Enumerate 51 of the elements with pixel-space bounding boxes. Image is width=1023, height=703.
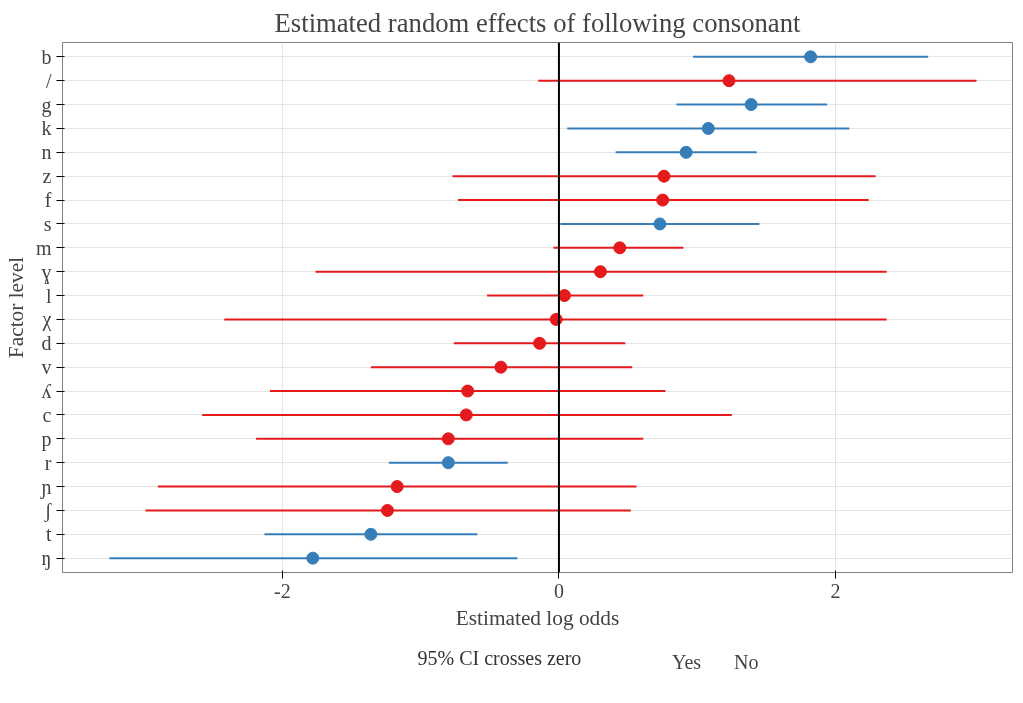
y-tick-label: p [41,427,52,451]
y-tick-label: g [41,93,52,117]
y-tick-label: ʎ [41,380,52,403]
point [390,480,404,494]
point [722,74,736,88]
point [593,265,607,279]
point [744,98,758,112]
x-axis-title: Estimated log odds [455,605,620,630]
point [441,432,455,446]
point [679,145,693,159]
point [804,50,818,64]
y-tick-label: χ [41,308,52,332]
y-tick-label: c [42,403,52,426]
y-tick-label: m [35,236,52,259]
y-tick-label: ʃ [43,499,52,523]
y-tick-label: d [41,332,52,355]
y-tick-label: ɲ [39,475,52,499]
y-tick-label: t [45,523,52,546]
y-axis-title: Factor level [3,256,28,359]
x-tick-label: 2 [830,579,841,602]
y-tick-label: k [41,117,52,140]
y-tick-label: r [44,451,52,474]
y-tick-label: l [45,284,52,307]
point [380,503,394,517]
legend-title: 95% CI crosses zero [417,646,582,669]
point [657,169,671,183]
point [494,360,508,374]
y-tick-label: f [44,189,52,212]
y-tick-label: s [43,212,52,235]
x-tick-label: -2 [274,579,291,602]
y-tick-label: b [41,45,52,68]
point [613,241,627,255]
point [459,408,473,422]
text: Yes [672,651,702,674]
x-tick-label: 0 [553,579,564,602]
point [461,384,475,398]
point [701,121,715,135]
text: No [734,651,759,674]
y-tick-label: z [42,165,52,188]
y-tick-label: n [41,141,52,164]
point [653,217,667,231]
chart-title: Estimated random effects of following consonant [274,7,802,38]
y-tick-label: ŋ [41,547,52,571]
y-tick-label: v [41,356,52,379]
point [364,527,378,541]
point [656,193,670,207]
point [533,336,547,350]
point [306,551,320,565]
y-tick-label: / [45,69,52,92]
point [441,456,455,470]
y-tick-label: ɣ [41,260,52,284]
